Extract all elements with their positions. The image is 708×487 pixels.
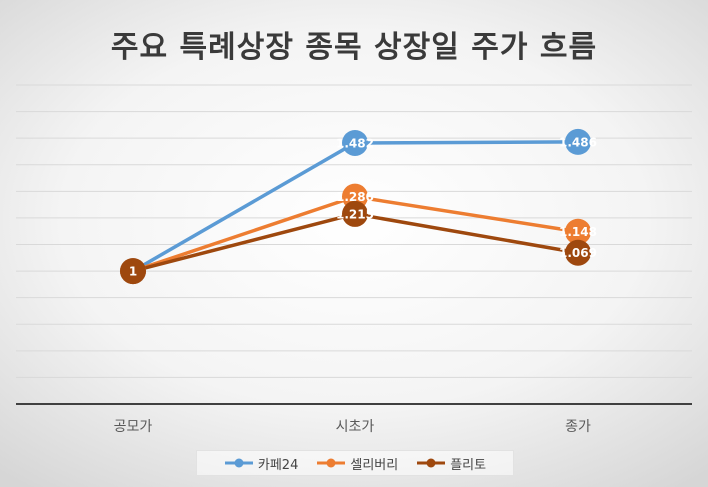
data-point	[342, 129, 368, 156]
legend-swatch	[317, 458, 346, 468]
data-point	[565, 239, 591, 266]
x-tick-label: 시초가	[336, 419, 375, 435]
data-point	[565, 128, 591, 155]
data-point	[342, 200, 368, 227]
chart-title: 주요 특례상장 종목 상장일 주가 흐름	[110, 30, 598, 65]
data-point	[565, 218, 591, 245]
x-tick-label: 공모가	[114, 419, 153, 435]
data-label: 1.486	[559, 135, 597, 149]
legend: 카페24 셀리버리 플리토	[196, 450, 514, 476]
legend-label: 셀리버리	[350, 457, 399, 473]
x-tick-label: 종가	[565, 419, 591, 435]
data-label: 1.280	[336, 190, 374, 204]
legend-item: 플리토	[416, 454, 486, 473]
legend-item: 셀리버리	[316, 454, 398, 473]
data-label: 1	[129, 265, 137, 279]
data-label: 1.069	[559, 246, 597, 260]
legend-swatch	[224, 458, 253, 468]
legend-label: 카페24	[257, 457, 299, 473]
data-label: 1.482	[336, 136, 374, 150]
data-label: 1.148	[559, 225, 597, 239]
data-point	[120, 258, 146, 285]
legend-swatch	[417, 458, 446, 468]
legend-label: 플리토	[450, 457, 487, 473]
data-label: 1.215	[336, 207, 374, 221]
legend-item: 카페24	[224, 454, 298, 473]
